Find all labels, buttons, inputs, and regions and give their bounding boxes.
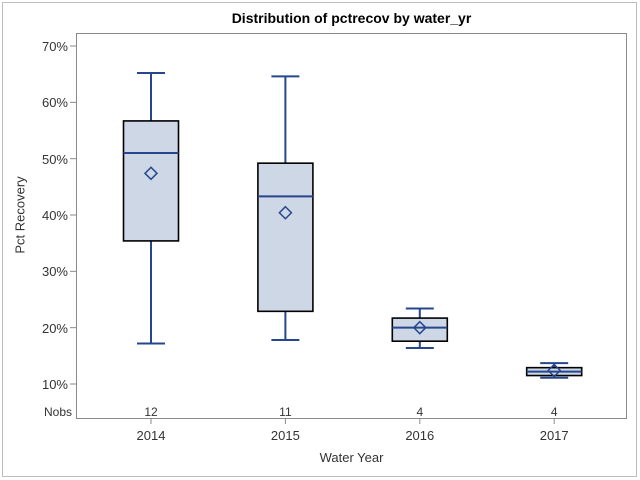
y-tick-label: 10% — [41, 377, 68, 392]
x-tick-label: 2015 — [270, 428, 300, 443]
y-tick-label: 70% — [41, 39, 68, 54]
x-tick-label: 2016 — [405, 428, 435, 443]
chart-title: Distribution of pctrecov by water_yr — [231, 10, 472, 26]
x-tick-label: 2017 — [539, 428, 569, 443]
box-2015 — [257, 162, 314, 313]
y-tick-label: 40% — [41, 208, 68, 223]
mean-marker-2017 — [547, 363, 562, 378]
y-tick-label: 50% — [41, 151, 68, 167]
nobs-value: 4 — [416, 405, 424, 419]
nobs-value: 4 — [550, 405, 558, 419]
nobs-value: 11 — [279, 405, 292, 419]
nobs-header: Nobs — [43, 405, 72, 419]
x-tick-label: 2014 — [136, 428, 166, 443]
nobs-value: 12 — [144, 405, 158, 419]
mean-marker-2015 — [278, 205, 293, 220]
box-2014 — [122, 120, 180, 242]
mean-marker-2016 — [412, 320, 427, 335]
y-tick-label: 60% — [41, 95, 68, 111]
y-tick-label: 30% — [41, 264, 68, 280]
mean-marker-2014 — [143, 166, 159, 181]
y-tick-label: 20% — [41, 320, 68, 336]
box-2016 — [391, 317, 449, 342]
x-axis-title: Water Year — [319, 450, 384, 465]
